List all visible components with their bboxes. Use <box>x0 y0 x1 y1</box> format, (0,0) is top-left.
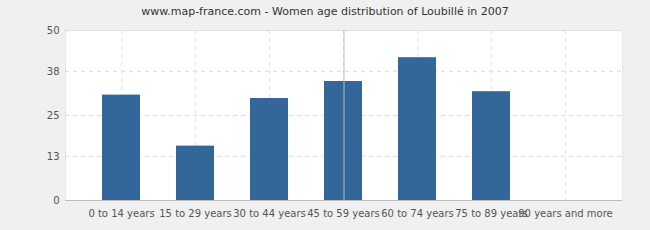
svg-text:0: 0 <box>53 195 59 206</box>
svg-text:90 years and more: 90 years and more <box>518 208 613 219</box>
svg-text:30 to 44 years: 30 to 44 years <box>233 208 306 219</box>
svg-text:13: 13 <box>47 151 60 162</box>
svg-text:50: 50 <box>47 25 60 36</box>
svg-text:45 to 59 years: 45 to 59 years <box>307 208 380 219</box>
svg-text:0 to 14 years: 0 to 14 years <box>88 208 154 219</box>
svg-text:75 to 89 years: 75 to 89 years <box>455 208 528 219</box>
svg-text:25: 25 <box>47 110 60 121</box>
html-text:www.map-france.com - Women age: www.map-france.com - Women age distribut… <box>141 5 509 18</box>
svg-text:38: 38 <box>47 66 60 77</box>
svg-text:60 to 74 years: 60 to 74 years <box>381 208 454 219</box>
svg-text:15 to 29 years: 15 to 29 years <box>159 208 232 219</box>
